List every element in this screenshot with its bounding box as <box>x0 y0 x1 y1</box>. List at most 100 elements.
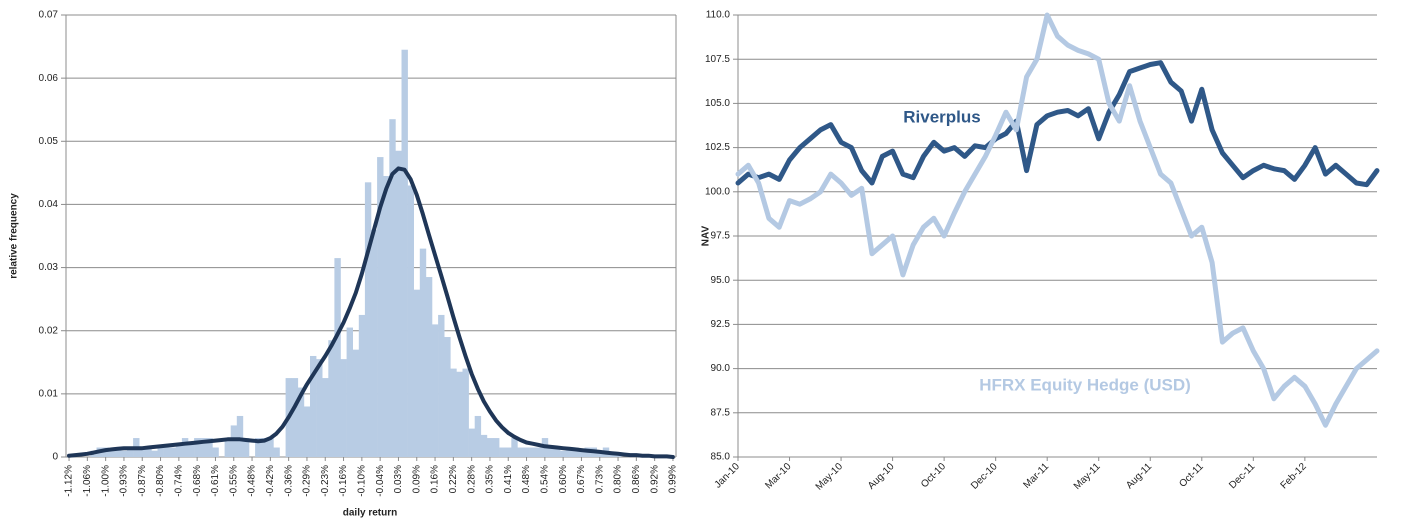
y-tick-label: 102.5 <box>705 142 730 153</box>
x-tick-label: -0.23% <box>320 465 331 497</box>
x-tick-label: Mar-11 <box>1022 461 1052 491</box>
x-tick-label: -0.16% <box>338 465 349 497</box>
x-tick-label: Feb-12 <box>1279 461 1309 491</box>
x-tick-label: -0.87% <box>137 465 148 497</box>
bar <box>474 415 482 457</box>
x-tick-label: Mar-10 <box>763 461 793 491</box>
series-label: HFRX Equity Hedge (USD) <box>979 375 1191 394</box>
x-tick-label: May-10 <box>814 461 846 493</box>
x-tick-label: -0.68% <box>192 465 203 497</box>
bar <box>407 185 414 457</box>
bar <box>438 314 445 457</box>
y-tick-label: 85.0 <box>711 452 731 463</box>
bar <box>145 447 152 457</box>
series-line <box>735 12 1380 428</box>
bar <box>194 438 201 457</box>
bar <box>377 157 384 458</box>
bar <box>316 359 323 457</box>
bar <box>188 444 195 457</box>
bar <box>102 447 109 457</box>
bar <box>200 438 207 457</box>
x-axis-title: daily return <box>343 508 397 519</box>
x-tick-label: Aug-11 <box>1124 461 1154 491</box>
y-tick-label: 107.5 <box>705 54 730 65</box>
y-tick-label: 97.5 <box>711 231 731 242</box>
bar <box>163 447 170 457</box>
bar <box>120 450 128 457</box>
bar <box>242 438 250 457</box>
y-tick-label: 0.02 <box>39 325 59 336</box>
bar <box>413 289 421 457</box>
bar <box>334 258 341 457</box>
y-tick-label: 0.01 <box>39 388 59 399</box>
bar <box>547 447 555 457</box>
x-tick-label: -0.80% <box>155 465 166 497</box>
bar <box>169 447 177 457</box>
bar <box>566 447 573 457</box>
bar <box>456 371 463 457</box>
x-tick-label: 0.86% <box>631 465 642 493</box>
bar <box>346 327 353 457</box>
bar <box>297 387 305 457</box>
x-tick-label: 0.48% <box>521 465 532 493</box>
x-tick-label: 0.60% <box>558 465 569 493</box>
bar <box>486 438 494 457</box>
x-tick-label: -0.74% <box>173 465 184 497</box>
y-tick-label: 0.05 <box>39 136 59 147</box>
y-tick-label: 92.5 <box>711 319 731 330</box>
bar <box>322 378 329 457</box>
bar <box>432 324 439 457</box>
bar <box>181 438 189 457</box>
bar <box>608 453 616 457</box>
y-tick-label: 0.07 <box>39 10 59 21</box>
x-tick-label: 0.54% <box>539 465 550 493</box>
y-tick-label: 0.04 <box>39 199 59 210</box>
x-tick-label: -1.00% <box>100 465 111 497</box>
x-tick-label: 0.03% <box>393 465 404 493</box>
bar <box>291 378 299 457</box>
bar <box>560 450 567 457</box>
y-tick-label: 95.0 <box>711 275 731 286</box>
bar <box>401 49 408 457</box>
bar <box>425 277 433 457</box>
series-line <box>735 60 1380 188</box>
x-tick-label: Oct-10 <box>919 461 948 490</box>
bar <box>493 438 500 457</box>
y-axis-title: relative frequency <box>9 193 20 279</box>
bar <box>389 119 396 457</box>
x-tick-label: 0.28% <box>466 465 477 493</box>
y-tick-label: 100.0 <box>705 186 730 197</box>
x-tick-label: Aug-10 <box>866 461 897 492</box>
x-tick-label: -0.36% <box>283 465 294 497</box>
bar <box>255 438 262 457</box>
bar <box>572 447 579 457</box>
x-tick-label: Dec-11 <box>1227 461 1257 491</box>
x-tick-label: May-11 <box>1072 461 1103 492</box>
bar <box>371 229 378 457</box>
x-tick-label: 0.92% <box>649 465 660 493</box>
x-tick-label: 0.80% <box>613 465 624 493</box>
bar <box>328 340 335 457</box>
series-label: Riverplus <box>903 107 980 126</box>
bar <box>114 447 122 457</box>
bar <box>535 447 543 457</box>
x-tick-label: -0.55% <box>228 465 239 497</box>
bar <box>236 415 244 457</box>
bar <box>175 444 183 457</box>
y-tick-label: 90.0 <box>711 363 731 374</box>
bar <box>505 447 512 457</box>
x-tick-label: -0.10% <box>356 465 367 497</box>
bar <box>364 182 372 458</box>
x-tick-label: 0.35% <box>485 465 496 493</box>
x-tick-label: Dec-10 <box>969 461 1000 492</box>
bar <box>450 368 457 457</box>
y-axis-title: NAV <box>701 225 712 246</box>
bar <box>303 406 311 457</box>
x-tick-label: -0.61% <box>210 465 221 497</box>
bar <box>468 428 475 457</box>
bar <box>480 434 488 457</box>
x-tick-label: -1.06% <box>82 465 93 497</box>
x-tick-label: 0.73% <box>594 465 605 493</box>
bar <box>157 447 164 457</box>
